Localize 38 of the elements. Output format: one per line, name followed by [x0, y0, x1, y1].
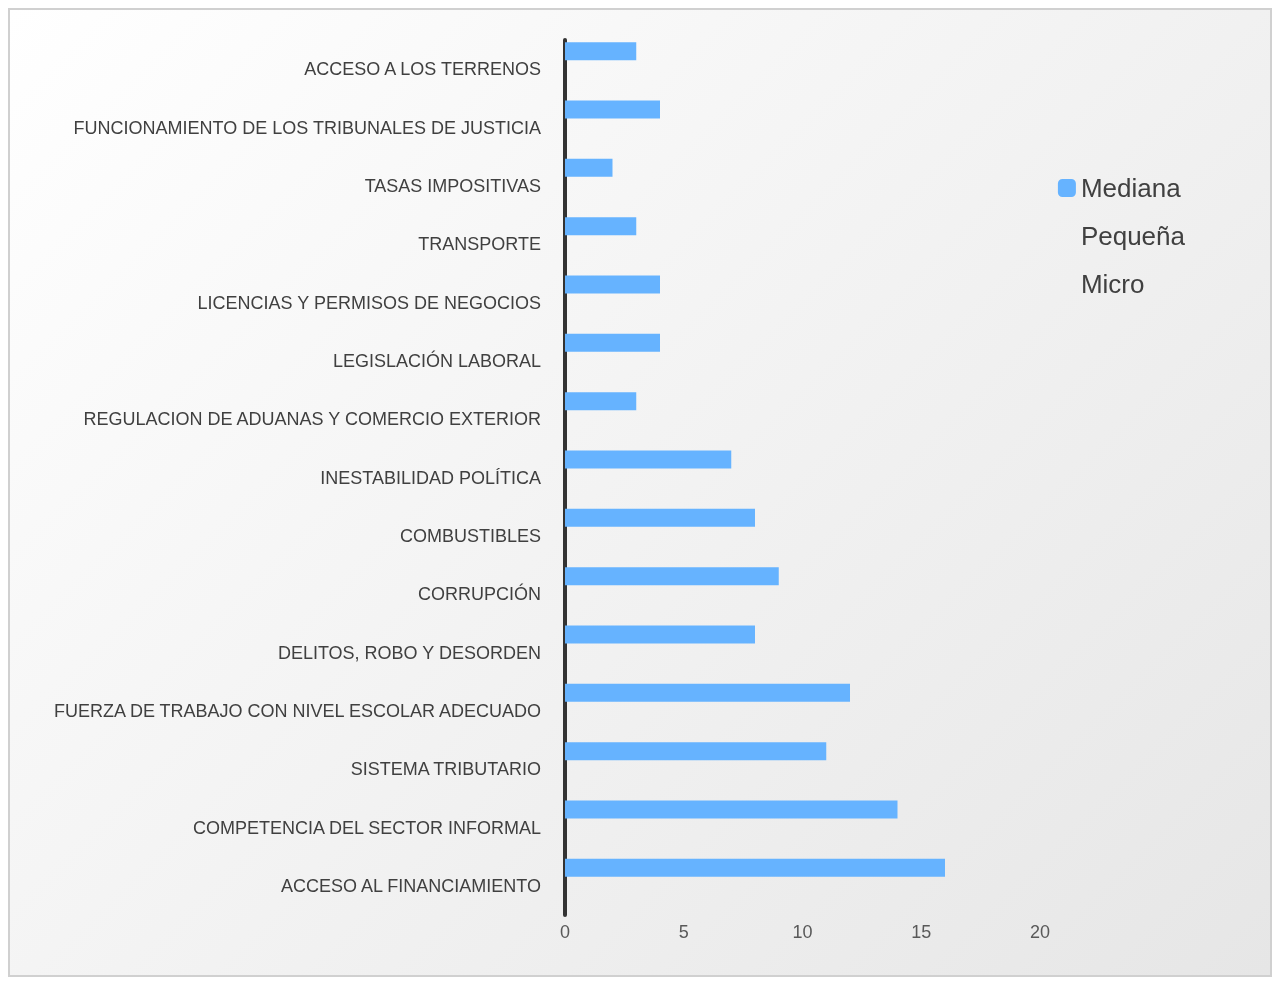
y-tick-label: INESTABILIDAD POLÍTICA [320, 467, 541, 488]
bar [565, 392, 637, 411]
bar [565, 508, 755, 527]
y-tick-label: SISTEMA TRIBUTARIO [350, 759, 541, 780]
bar [565, 567, 779, 586]
text: Pequeña [1080, 221, 1186, 251]
y-tick-label: ACCESO A LOS TERRENOS [304, 59, 541, 80]
y-tick-label: LICENCIAS Y PERMISOS DE NEGOCIOS [197, 292, 541, 313]
bar [565, 800, 898, 819]
y-tick-label: CORRUPCIÓN [417, 583, 541, 605]
bar [565, 217, 637, 236]
bar [565, 625, 755, 644]
bar [565, 858, 945, 877]
bar [565, 42, 637, 61]
bar [565, 158, 613, 177]
y-tick-label: FUNCIONAMIENTO DE LOS TRIBUNALES DE JUSTICIA [73, 117, 541, 138]
x-tick-label: 15 [911, 922, 932, 942]
x-tick-label: 20 [1029, 922, 1051, 942]
text: Micro [1080, 269, 1145, 299]
y-tick-label: REGULACION DE ADUANAS Y COMERCIO EXTERIOR [83, 409, 541, 430]
bar [565, 100, 660, 119]
y-tick-label: FUERZA DE TRABAJO CON NIVEL ESCOLAR ADECUADO [53, 700, 541, 721]
legend-label: Mediana [1080, 173, 1182, 203]
bar [565, 683, 850, 702]
y-tick-label: TRANSPORTE [418, 234, 541, 255]
y-tick-label: COMPETENCIA DEL SECTOR INFORMAL [192, 817, 541, 838]
y-tick-label: COMBUSTIBLES [399, 525, 541, 546]
bar [565, 275, 660, 294]
bar [565, 450, 732, 469]
x-tick-label: 0 [559, 922, 571, 942]
y-tick-label: TASAS IMPOSITIVAS [364, 175, 541, 196]
y-tick-label: LEGISLACIÓN LABORAL [332, 349, 541, 371]
y-tick-label: DELITOS, ROBO Y DESORDEN [277, 642, 541, 663]
bar [565, 333, 660, 352]
x-tick-label: 10 [792, 922, 813, 942]
x-tick-label: 5 [678, 922, 689, 942]
y-tick-label: ACCESO AL FINANCIAMIENTO [280, 875, 541, 896]
bar [565, 742, 827, 761]
